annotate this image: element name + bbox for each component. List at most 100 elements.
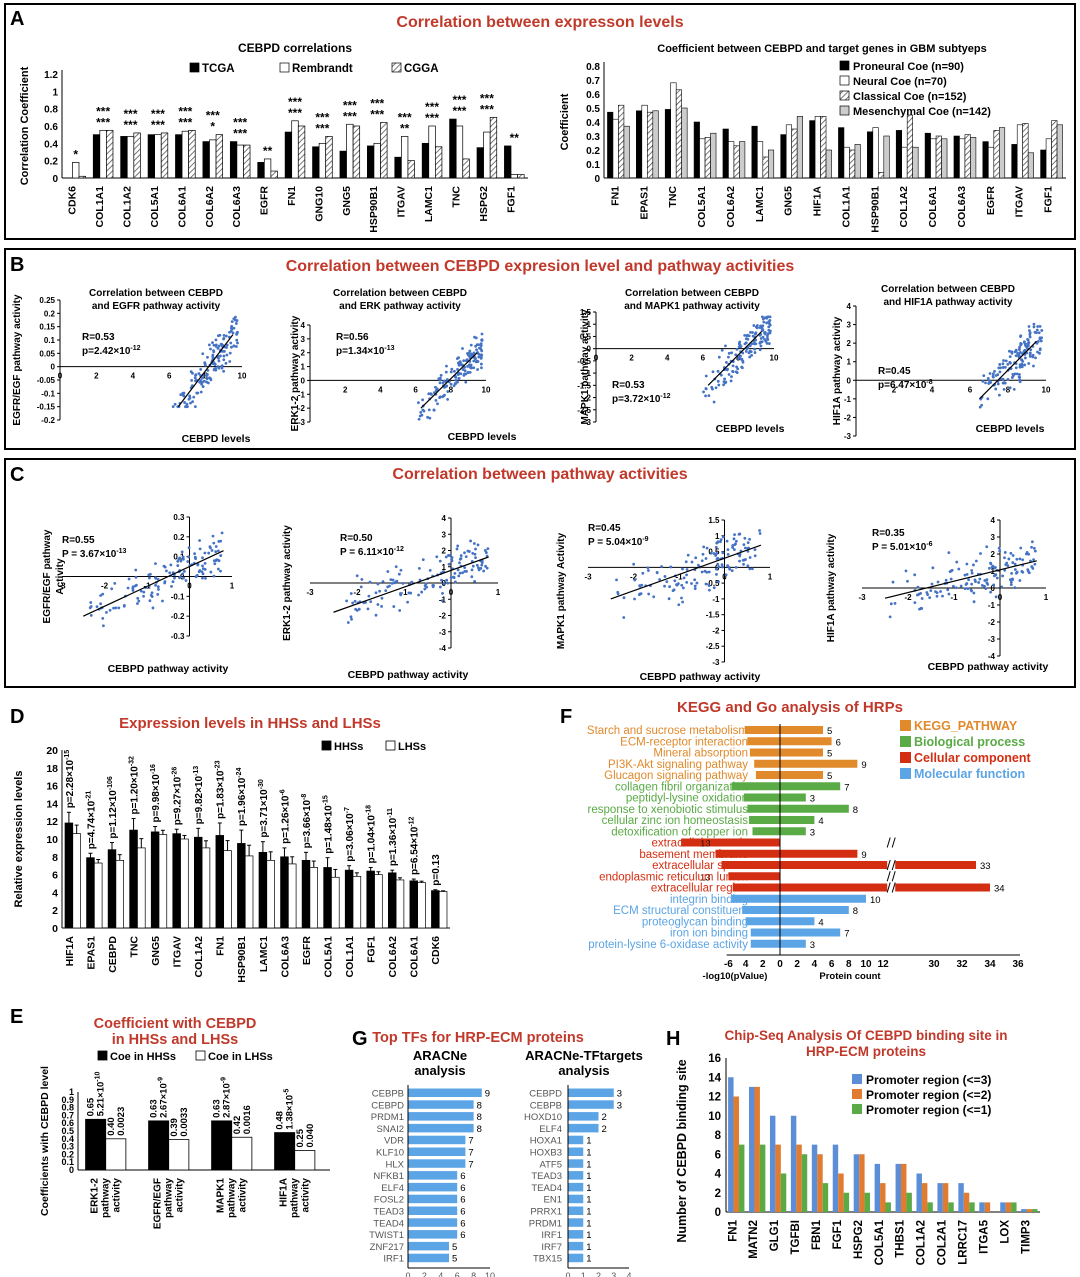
- chart-c3-point: [727, 565, 731, 569]
- chart-b2-ytick: 1: [301, 363, 306, 372]
- chart-b1-point: [235, 338, 239, 342]
- chart-c2-point: [453, 580, 457, 584]
- chart-c4-ytick: -2: [988, 618, 996, 627]
- chart-c3-point: [681, 586, 685, 590]
- chart-c1-xtick: 1: [230, 582, 235, 591]
- chart-b2-point: [449, 382, 453, 386]
- chart-b3-point: [724, 344, 727, 348]
- chart-a2-bar: [618, 104, 625, 179]
- chart-g-left-value: 7: [468, 1159, 473, 1170]
- chart-a1-bar: [209, 139, 217, 179]
- chart-c1-point: [131, 587, 135, 590]
- chart-b1-point: [201, 385, 205, 388]
- chart-f-xtick-left: 4: [743, 959, 749, 970]
- chart-a1-ytick: 0.4: [44, 139, 58, 150]
- chart-f-bar-count: [780, 861, 976, 869]
- chart-b3-point: [738, 340, 742, 344]
- chart-b4-point: [1023, 356, 1027, 360]
- chart-b4-point: [1038, 324, 1042, 328]
- chart-c1-point: [99, 594, 103, 597]
- chart-c1-point: [131, 589, 135, 592]
- chart-b3-point: [734, 353, 738, 357]
- chart-a1-bar: [257, 162, 265, 179]
- chart-c1-point: [136, 596, 140, 600]
- chart-g-left-value: 7: [468, 1136, 473, 1147]
- chart-b4-ytick: 0: [847, 376, 852, 385]
- chart-c4-point: [998, 549, 1002, 553]
- chart-b4-point: [1027, 362, 1031, 365]
- chart-a2-legend-label: Classical Coe (n=152): [853, 91, 967, 103]
- chart-b1-point: [222, 358, 226, 362]
- chart-c4-point: [1032, 546, 1036, 550]
- chart-a2-bar: [964, 134, 971, 179]
- chart-a1-bar: [243, 144, 251, 179]
- chart-d-pvalue: p=1.48×10-15: [322, 795, 334, 854]
- chart-b3-point: [740, 357, 744, 361]
- chart-b3-point: [761, 324, 765, 328]
- chart-c1-point: [198, 569, 202, 572]
- chart-b2-xtick: 4: [378, 385, 383, 394]
- chart-c1-xtick: -2: [101, 582, 109, 591]
- chart-a2-ytick: 0.3: [586, 132, 600, 143]
- chart-c2-point: [475, 563, 479, 567]
- chart-c3-point: [741, 558, 745, 562]
- chart-a1-star: ***: [233, 127, 247, 141]
- chart-c3-point: [726, 552, 730, 556]
- chart-c3-point: [690, 582, 693, 585]
- chart-b2-point: [479, 362, 483, 366]
- chart-f-bar-count: [780, 726, 823, 734]
- chart-c2-point: [346, 621, 350, 624]
- chart-b4-xtick: 10: [1042, 385, 1051, 394]
- chart-a2-bar: [647, 111, 654, 179]
- chart-c2-point: [367, 594, 371, 598]
- chart-d-xtick: GNG5: [150, 936, 162, 966]
- chart-f-bar-count: [780, 849, 858, 858]
- chart-h-bar: [738, 1144, 745, 1212]
- chart-d-pvalue: p=1.96×10-24: [236, 768, 248, 827]
- chart-c2-point: [440, 578, 443, 582]
- chart-f-term-label: endoplasmic reticulum lumen: [599, 871, 748, 883]
- chart-b4-ytick: -2: [844, 413, 852, 422]
- chart-c1-point: [134, 575, 138, 579]
- chart-c1-point: [176, 564, 180, 567]
- chart-b3-point: [750, 353, 753, 357]
- chart-h-bar: [906, 1192, 912, 1212]
- chart-b4-point: [1008, 360, 1012, 364]
- chart-d-legend-label: LHSs: [398, 741, 426, 753]
- chart-f-bar-logp: [747, 737, 780, 746]
- chart-g-right-category: TEAD4: [531, 1183, 562, 1194]
- chart-a1-ytick: 0: [52, 174, 58, 185]
- chart-h-bar: [963, 1192, 970, 1212]
- chart-b2-point: [429, 392, 433, 396]
- chart-c4-ytick: -1: [988, 601, 996, 610]
- chart-h-legend-label: Promoter region (<=3): [866, 1073, 991, 1087]
- chart-c2-point: [441, 591, 444, 595]
- chart-a2-bar: [878, 172, 885, 179]
- chart-h-xtick: THBS1: [895, 1219, 907, 1257]
- chart-c2-point: [421, 558, 425, 562]
- chart-a2-bar: [970, 137, 977, 179]
- chart-a1-bar: [236, 144, 244, 179]
- chart-d-xtick: COL1A1: [344, 936, 356, 978]
- chart-b3-point: [767, 342, 771, 345]
- chart-c3-point: [758, 529, 761, 532]
- chart-b3-point: [758, 341, 762, 345]
- chart-c4-point: [913, 573, 917, 577]
- chart-b3-point: [743, 333, 747, 337]
- chart-c3-point: [716, 540, 720, 544]
- chart-c3-xlabel: CEBPD pathway activity: [640, 671, 761, 683]
- chart-b1-point: [219, 354, 222, 358]
- chart-b3-fit-line: [707, 331, 762, 386]
- chart-f-axis-break: [887, 837, 896, 848]
- chart-b4-xtick: 2: [892, 385, 897, 394]
- chart-b2-ytick: 0: [301, 376, 306, 385]
- chart-b3-point: [727, 351, 731, 355]
- chart-b4-point: [981, 380, 985, 383]
- chart-c4-ytick: 2: [991, 550, 996, 559]
- chart-f-term-label: cellular zinc ion homeostasis: [602, 815, 749, 827]
- chart-c3-point: [753, 554, 757, 558]
- chart-a1-star: ***: [96, 104, 110, 118]
- chart-d-bar: [64, 822, 74, 929]
- chart-g-right-category: ATF5: [539, 1159, 562, 1170]
- chart-c2-point: [482, 569, 486, 573]
